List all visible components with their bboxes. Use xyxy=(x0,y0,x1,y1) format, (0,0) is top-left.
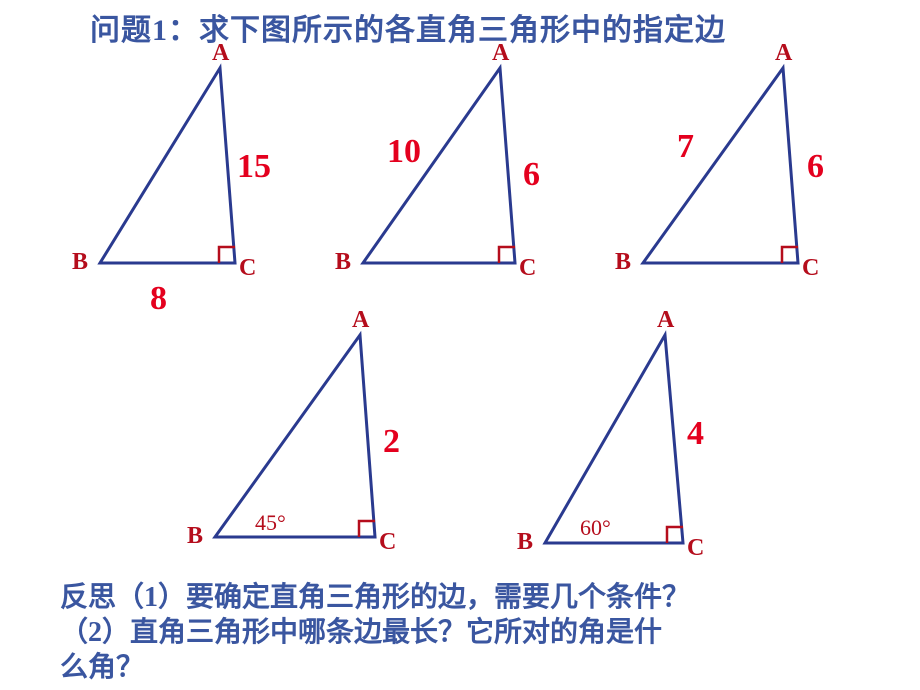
triangle-row-1: ABC158ABC106ABC76 xyxy=(0,48,920,303)
angle-label: 45° xyxy=(255,510,286,536)
edge-label: 6 xyxy=(523,156,540,194)
footer-line-2b: 么角？ xyxy=(60,650,880,685)
edge-label: 6 xyxy=(807,148,824,186)
vertex-a-label: A xyxy=(212,40,229,67)
page-title: 问题1：求下图所示的各直角三角形中的指定边 xyxy=(90,5,726,49)
vertex-c-label: C xyxy=(379,529,396,556)
vertex-c-label: C xyxy=(239,255,256,282)
vertex-c-label: C xyxy=(519,255,536,282)
vertex-b-label: B xyxy=(615,249,631,276)
triangle: ABC158 xyxy=(75,48,285,303)
edge-label: 2 xyxy=(383,423,400,461)
triangle-row-2: ABC245°ABC460° xyxy=(0,315,920,575)
vertex-b-label: B xyxy=(335,249,351,276)
edge-label: 8 xyxy=(150,280,167,318)
edge-label: 15 xyxy=(237,148,271,186)
vertex-c-label: C xyxy=(802,255,819,282)
footer-questions: 反思（1）要确定直角三角形的边，需要几个条件？ （2）直角三角形中哪条边最长？它… xyxy=(60,580,880,685)
vertex-b-label: B xyxy=(187,523,203,550)
vertex-a-label: A xyxy=(775,40,792,67)
edge-label: 7 xyxy=(677,128,694,166)
vertex-b-label: B xyxy=(72,249,88,276)
triangle: ABC245° xyxy=(185,315,425,575)
triangle: ABC106 xyxy=(335,48,565,303)
edge-label: 4 xyxy=(687,415,704,453)
footer-line-1: 反思（1）要确定直角三角形的边，需要几个条件？ xyxy=(60,580,880,615)
edge-label: 10 xyxy=(387,133,421,171)
footer-line-2a: （2）直角三角形中哪条边最长？它所对的角是什 xyxy=(60,615,880,650)
vertex-a-label: A xyxy=(657,307,674,334)
vertex-c-label: C xyxy=(687,535,704,562)
vertex-b-label: B xyxy=(517,529,533,556)
triangle: ABC460° xyxy=(515,315,735,575)
vertex-a-label: A xyxy=(492,40,509,67)
vertex-a-label: A xyxy=(352,307,369,334)
triangle: ABC76 xyxy=(615,48,845,303)
angle-label: 60° xyxy=(580,515,611,541)
